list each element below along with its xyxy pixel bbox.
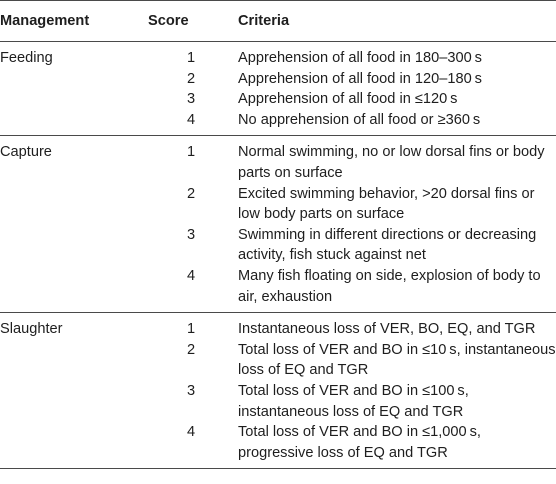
- header-criteria: Criteria: [238, 0, 556, 42]
- criteria-cell: Normal swimming, no or low dorsal fins o…: [238, 144, 545, 181]
- criteria-cell: Instantaneous loss of VER, BO, EQ, and T…: [238, 321, 536, 338]
- criteria-cell: Total loss of VER and BO in ≤1,000 s, pr…: [238, 422, 556, 470]
- management-capture: Capture: [0, 144, 52, 161]
- score-cell: 3: [186, 91, 196, 108]
- header-row: Management Score Criteria: [0, 0, 556, 42]
- table-row: 3 Total loss of VER and BO in ≤100 s, in…: [0, 381, 556, 422]
- score-cell: 2: [186, 341, 196, 358]
- table-row: 3 Swimming in different directions or de…: [0, 225, 556, 266]
- criteria-cell: No apprehension of all food or ≥360 s: [238, 109, 556, 137]
- table-row: 4 No apprehension of all food or ≥360 s: [0, 109, 556, 137]
- score-cell: 3: [186, 382, 196, 399]
- score-cell: 4: [144, 422, 238, 470]
- table-row: 2 Apprehension of all food in 120–180 s: [0, 69, 556, 90]
- criteria-cell: Many fish floating on side, explosion of…: [238, 265, 556, 314]
- management-feeding: Feeding: [0, 50, 53, 66]
- score-cell: 3: [186, 226, 196, 243]
- table-row: Slaughter 1 Instantaneous loss of VER, B…: [0, 313, 556, 340]
- scoring-table: Management Score Criteria Feeding 1 Appr…: [0, 0, 556, 470]
- score-cell: 2: [186, 185, 196, 202]
- table-row: Feeding 1 Apprehension of all food in 18…: [0, 42, 556, 69]
- score-cell: 4: [144, 265, 238, 314]
- management-slaughter: Slaughter: [0, 321, 63, 338]
- table-row: 2 Total loss of VER and BO in ≤10 s, ins…: [0, 340, 556, 381]
- criteria-cell: Excited swimming behavior, >20 dorsal fi…: [238, 185, 535, 223]
- criteria-cell: Total loss of VER and BO in ≤100 s, inst…: [238, 382, 469, 420]
- header-management: Management: [0, 0, 144, 42]
- criteria-cell: Apprehension of all food in 120–180 s: [238, 70, 482, 87]
- table-row: 4 Many fish floating on side, explosion …: [0, 265, 556, 314]
- criteria-cell: Apprehension of all food in 180–300 s: [238, 50, 482, 66]
- criteria-cell: Swimming in different directions or decr…: [238, 226, 537, 264]
- criteria-cell: Total loss of VER and BO in ≤10 s, insta…: [238, 341, 556, 379]
- criteria-cell: Apprehension of all food in ≤120 s: [238, 91, 458, 108]
- table-row: 4 Total loss of VER and BO in ≤1,000 s, …: [0, 422, 556, 470]
- table-row: 2 Excited swimming behavior, >20 dorsal …: [0, 184, 556, 225]
- table-body: Feeding 1 Apprehension of all food in 18…: [0, 42, 556, 470]
- score-cell: 4: [144, 109, 238, 137]
- score-cell: 1: [186, 144, 196, 161]
- score-cell: 2: [186, 70, 196, 87]
- table-row: Capture 1 Normal swimming, no or low dor…: [0, 136, 556, 184]
- score-cell: 1: [186, 321, 196, 338]
- header-score: Score: [144, 0, 238, 42]
- table-row: 3 Apprehension of all food in ≤120 s: [0, 89, 556, 110]
- score-cell: 1: [186, 50, 196, 66]
